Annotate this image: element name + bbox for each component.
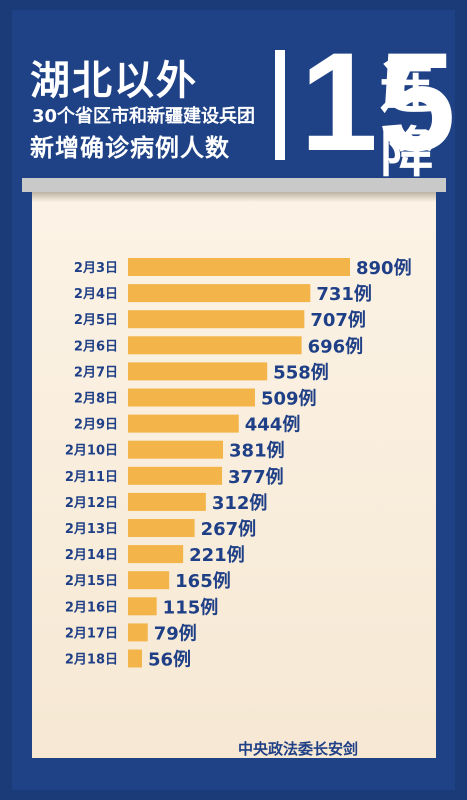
- value-label: 509例: [261, 388, 317, 410]
- category-label: 2月5日: [74, 313, 118, 328]
- value-label: 115例: [163, 596, 219, 618]
- category-label: 2月12日: [65, 496, 118, 511]
- bar: [128, 466, 223, 485]
- big-char-1: 连: [380, 57, 434, 120]
- value-label: 56例: [148, 649, 191, 671]
- value-label: 707例: [310, 309, 366, 331]
- category-label: 2月7日: [74, 365, 118, 380]
- bar: [128, 597, 157, 616]
- value-label: 267例: [201, 518, 257, 540]
- board-shadow: [32, 192, 436, 202]
- value-label: 312例: [212, 492, 268, 514]
- category-label: 2月6日: [74, 339, 118, 354]
- value-label: 165例: [175, 570, 231, 592]
- value-label: 377例: [228, 466, 284, 488]
- category-label: 2月4日: [74, 287, 118, 302]
- category-label: 2月14日: [65, 548, 118, 563]
- category-label: 2月16日: [65, 600, 118, 615]
- headline-subtitle-2: 新增确诊病例人数: [30, 134, 230, 162]
- big-number: 15: [300, 23, 456, 180]
- bar: [128, 362, 268, 381]
- bar: [128, 388, 255, 407]
- value-label: 731例: [316, 283, 372, 305]
- big-char-2: 降: [380, 121, 434, 184]
- bar: [128, 310, 305, 329]
- value-label: 79例: [154, 622, 197, 644]
- category-label: 2月13日: [65, 522, 118, 537]
- bar: [128, 414, 239, 433]
- source-credit: 中央政法委长安剑: [238, 740, 359, 758]
- value-label: 696例: [308, 335, 364, 357]
- bar: [128, 623, 148, 642]
- bar: [128, 258, 350, 276]
- category-label: 2月8日: [74, 392, 118, 407]
- value-label: 444例: [245, 414, 301, 436]
- value-label: 890例: [356, 257, 412, 279]
- category-label: 2月9日: [74, 418, 118, 433]
- headline-title: 湖北以外: [30, 58, 198, 104]
- value-label: 381例: [229, 440, 285, 462]
- bar: [128, 284, 311, 303]
- category-label: 2月18日: [65, 653, 118, 668]
- category-label: 2月11日: [65, 470, 118, 485]
- bar: [128, 440, 224, 459]
- bar: [128, 649, 142, 668]
- category-label: 2月15日: [65, 574, 118, 589]
- value-label: 558例: [273, 361, 329, 383]
- category-label: 2月17日: [65, 626, 118, 641]
- value-label: 221例: [189, 544, 245, 566]
- board-shelf: [22, 178, 446, 192]
- divider-bar: [275, 50, 285, 160]
- category-label: 2月10日: [65, 444, 118, 459]
- bar: [128, 519, 195, 537]
- headline-subtitle-1: 30个省区市和新疆建设兵团: [32, 106, 256, 127]
- bar: [128, 571, 170, 590]
- bar: [128, 336, 302, 355]
- category-label: 2月3日: [74, 261, 118, 276]
- bar: [128, 545, 184, 564]
- bar: [128, 492, 206, 511]
